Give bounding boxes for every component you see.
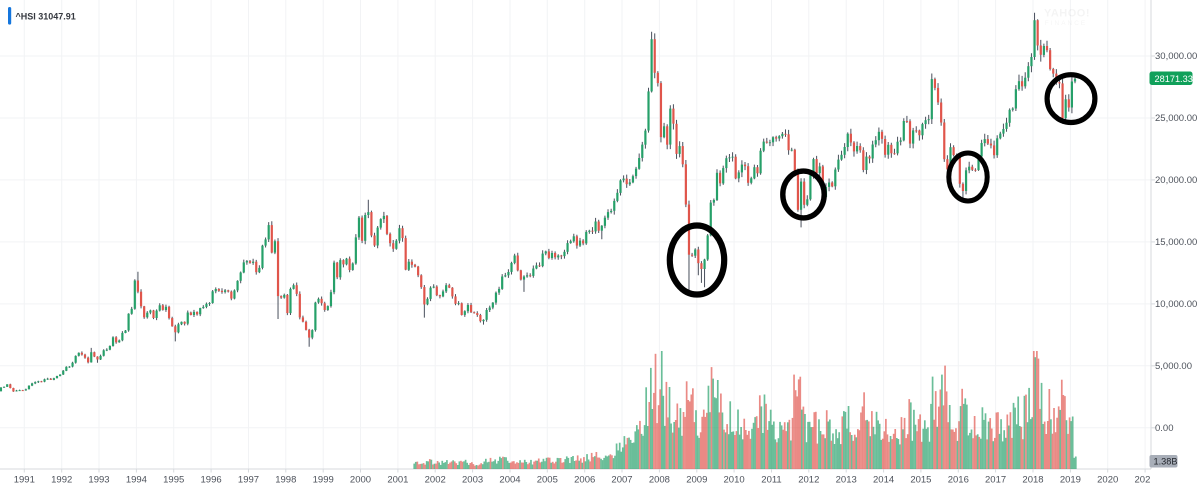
svg-text:1992: 1992 [51, 475, 72, 486]
svg-text:2014: 2014 [873, 475, 894, 486]
svg-text:1993: 1993 [88, 475, 109, 486]
svg-text:FINANCE: FINANCE [1045, 20, 1088, 27]
svg-text:2018: 2018 [1022, 475, 1043, 486]
svg-text:20,000.00: 20,000.00 [1155, 175, 1197, 186]
svg-text:2001: 2001 [387, 475, 408, 486]
svg-text:2019: 2019 [1060, 475, 1081, 486]
svg-text:1999: 1999 [313, 475, 334, 486]
svg-text:2006: 2006 [574, 475, 595, 486]
svg-text:25,000.00: 25,000.00 [1155, 113, 1197, 124]
svg-text:10,000.00: 10,000.00 [1155, 299, 1197, 310]
svg-text:2013: 2013 [836, 475, 857, 486]
svg-text:1997: 1997 [238, 475, 259, 486]
svg-text:2005: 2005 [537, 475, 558, 486]
svg-text:30,000.00: 30,000.00 [1155, 51, 1197, 62]
svg-text:2011: 2011 [761, 475, 781, 486]
svg-text:2020: 2020 [1097, 475, 1118, 486]
svg-text:2002: 2002 [425, 475, 446, 486]
svg-text:1995: 1995 [163, 475, 184, 486]
svg-text:2015: 2015 [910, 475, 931, 486]
svg-text:2009: 2009 [686, 475, 707, 486]
svg-text:2010: 2010 [724, 475, 745, 486]
svg-text:2016: 2016 [948, 475, 969, 486]
svg-text:1994: 1994 [126, 475, 147, 486]
svg-text:1996: 1996 [201, 475, 222, 486]
svg-text:2004: 2004 [499, 475, 520, 486]
svg-text:2008: 2008 [649, 475, 670, 486]
svg-text:28171.33: 28171.33 [1155, 74, 1193, 84]
svg-text:2003: 2003 [462, 475, 483, 486]
svg-text:2017: 2017 [985, 475, 1006, 486]
svg-text:^HSI 31047.91: ^HSI 31047.91 [16, 12, 76, 22]
svg-text:YAHOO!: YAHOO! [1044, 8, 1090, 20]
svg-text:1.38B: 1.38B [1154, 457, 1178, 467]
svg-text:2012: 2012 [798, 475, 819, 486]
svg-text:2000: 2000 [350, 475, 371, 486]
svg-text:2007: 2007 [611, 475, 632, 486]
svg-text:0.00: 0.00 [1155, 423, 1174, 434]
svg-text:1991: 1991 [14, 475, 35, 486]
svg-text:15,000.00: 15,000.00 [1155, 237, 1197, 248]
svg-text:2021: 2021 [1135, 475, 1156, 486]
svg-text:5,000.00: 5,000.00 [1155, 361, 1192, 372]
svg-text:1998: 1998 [275, 475, 296, 486]
